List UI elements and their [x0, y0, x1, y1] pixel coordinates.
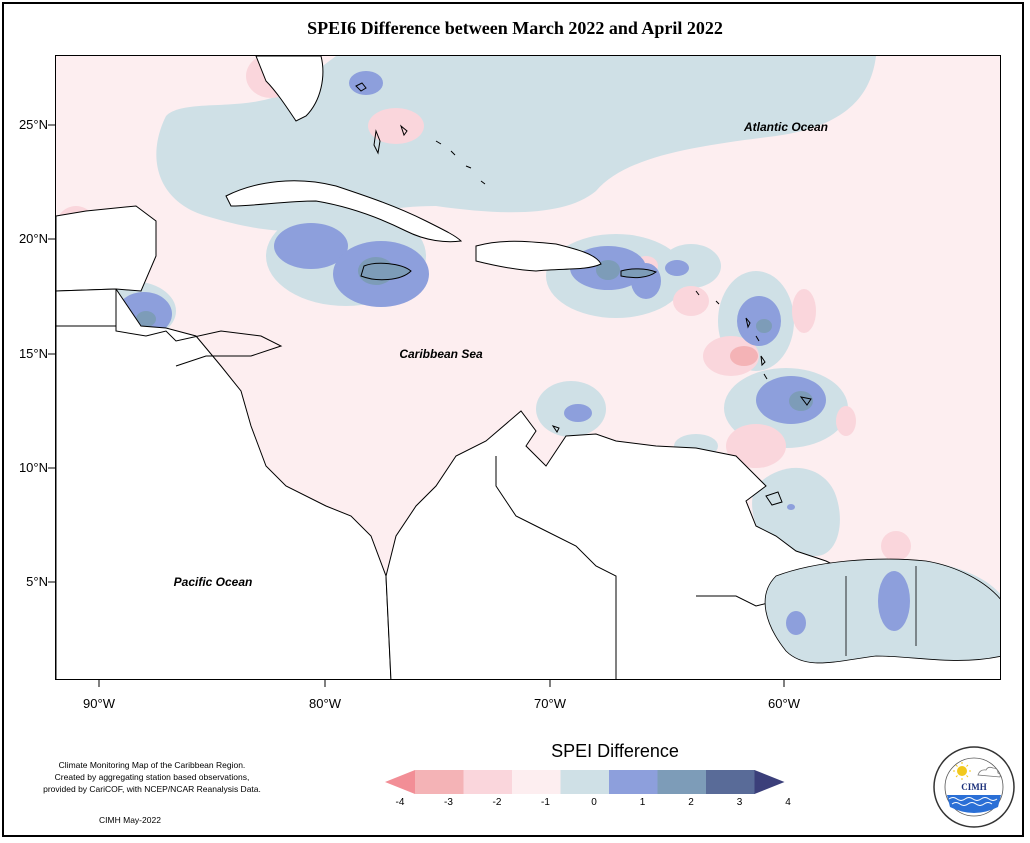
caribbean-sea-label: Caribbean Sea [399, 347, 483, 361]
spei-class-neg2-neg3 [730, 346, 758, 366]
sun-icon [957, 766, 967, 776]
hispaniola-land [475, 240, 602, 272]
jamaica-land [360, 262, 412, 281]
cimh-logo: CIMH [933, 746, 1015, 828]
water-icon [947, 795, 1001, 813]
legend-tick-label: 3 [736, 797, 743, 808]
lon-label-70w: 70°W [534, 696, 566, 711]
colombia-venezuela-border [495, 456, 617, 679]
cuba-land [225, 180, 463, 243]
legend-tick-label: 1 [639, 797, 646, 808]
lon-label-60w: 60°W [768, 696, 800, 711]
credit-date: CIMH May-2022 [99, 815, 161, 825]
legend-tick-label: -2 [492, 797, 502, 808]
legend-swatch [609, 770, 658, 794]
yucatan-land [56, 205, 157, 292]
logo-text: CIMH [961, 782, 987, 792]
lat-ticks [48, 124, 55, 583]
legend-title: SPEI Difference [551, 741, 679, 761]
lon-label-90w: 90°W [83, 696, 115, 711]
lat-label-20n: 20°N [18, 231, 48, 246]
honduras-border [115, 289, 283, 367]
lon-label-80w: 80°W [309, 696, 341, 711]
credit-text: Climate Monitoring Map of the Caribbean … [22, 759, 282, 795]
legend-swatch [706, 770, 755, 794]
lat-label-5n: 5°N [26, 574, 48, 589]
legend-swatch [560, 770, 610, 794]
lesser-antilles-islands [551, 290, 812, 506]
legend-tick-label: -1 [541, 797, 550, 808]
credit-line-1: Climate Monitoring Map of the Caribbean … [58, 760, 246, 770]
atlantic-ocean-label: Atlantic Ocean [743, 120, 828, 134]
legend-swatch [512, 770, 561, 794]
bahamas-islands [355, 82, 486, 185]
lat-label-10n: 10°N [18, 460, 48, 475]
legend-tick-label: -3 [444, 797, 453, 808]
mexico-border [56, 288, 117, 327]
lat-label-15n: 15°N [18, 346, 48, 361]
pacific-ocean-label: Pacific Ocean [174, 575, 253, 589]
legend-tick-label: 4 [785, 797, 791, 808]
florida-land [255, 56, 324, 122]
credit-line-2: Created by aggregating station based obs… [54, 772, 250, 782]
legend-colorbar [385, 770, 785, 794]
puerto-rico-land [620, 268, 658, 279]
legend-swatch [463, 770, 513, 794]
legend-tick-label: 2 [688, 797, 694, 808]
map-panel: Atlantic Ocean Caribbean Sea Pacific Oce… [55, 55, 1001, 680]
legend-swatch [754, 770, 785, 794]
credit-line-3: provided by CariCOF, with NCEP/NCAR Rean… [43, 784, 261, 794]
map-title: SPEI6 Difference between March 2022 and … [307, 18, 723, 38]
legend-swatch [415, 770, 464, 794]
legend-tick-label: 0 [591, 797, 597, 808]
cloud-icon [977, 766, 1001, 778]
lon-ticks [98, 680, 785, 687]
map-canvas: Atlantic Ocean Caribbean Sea Pacific Oce… [56, 56, 1000, 679]
lat-label-25n: 25°N [18, 117, 48, 132]
legend-swatch [385, 770, 415, 794]
legend-swatch [657, 770, 707, 794]
legend-tick-label: -4 [395, 797, 405, 808]
